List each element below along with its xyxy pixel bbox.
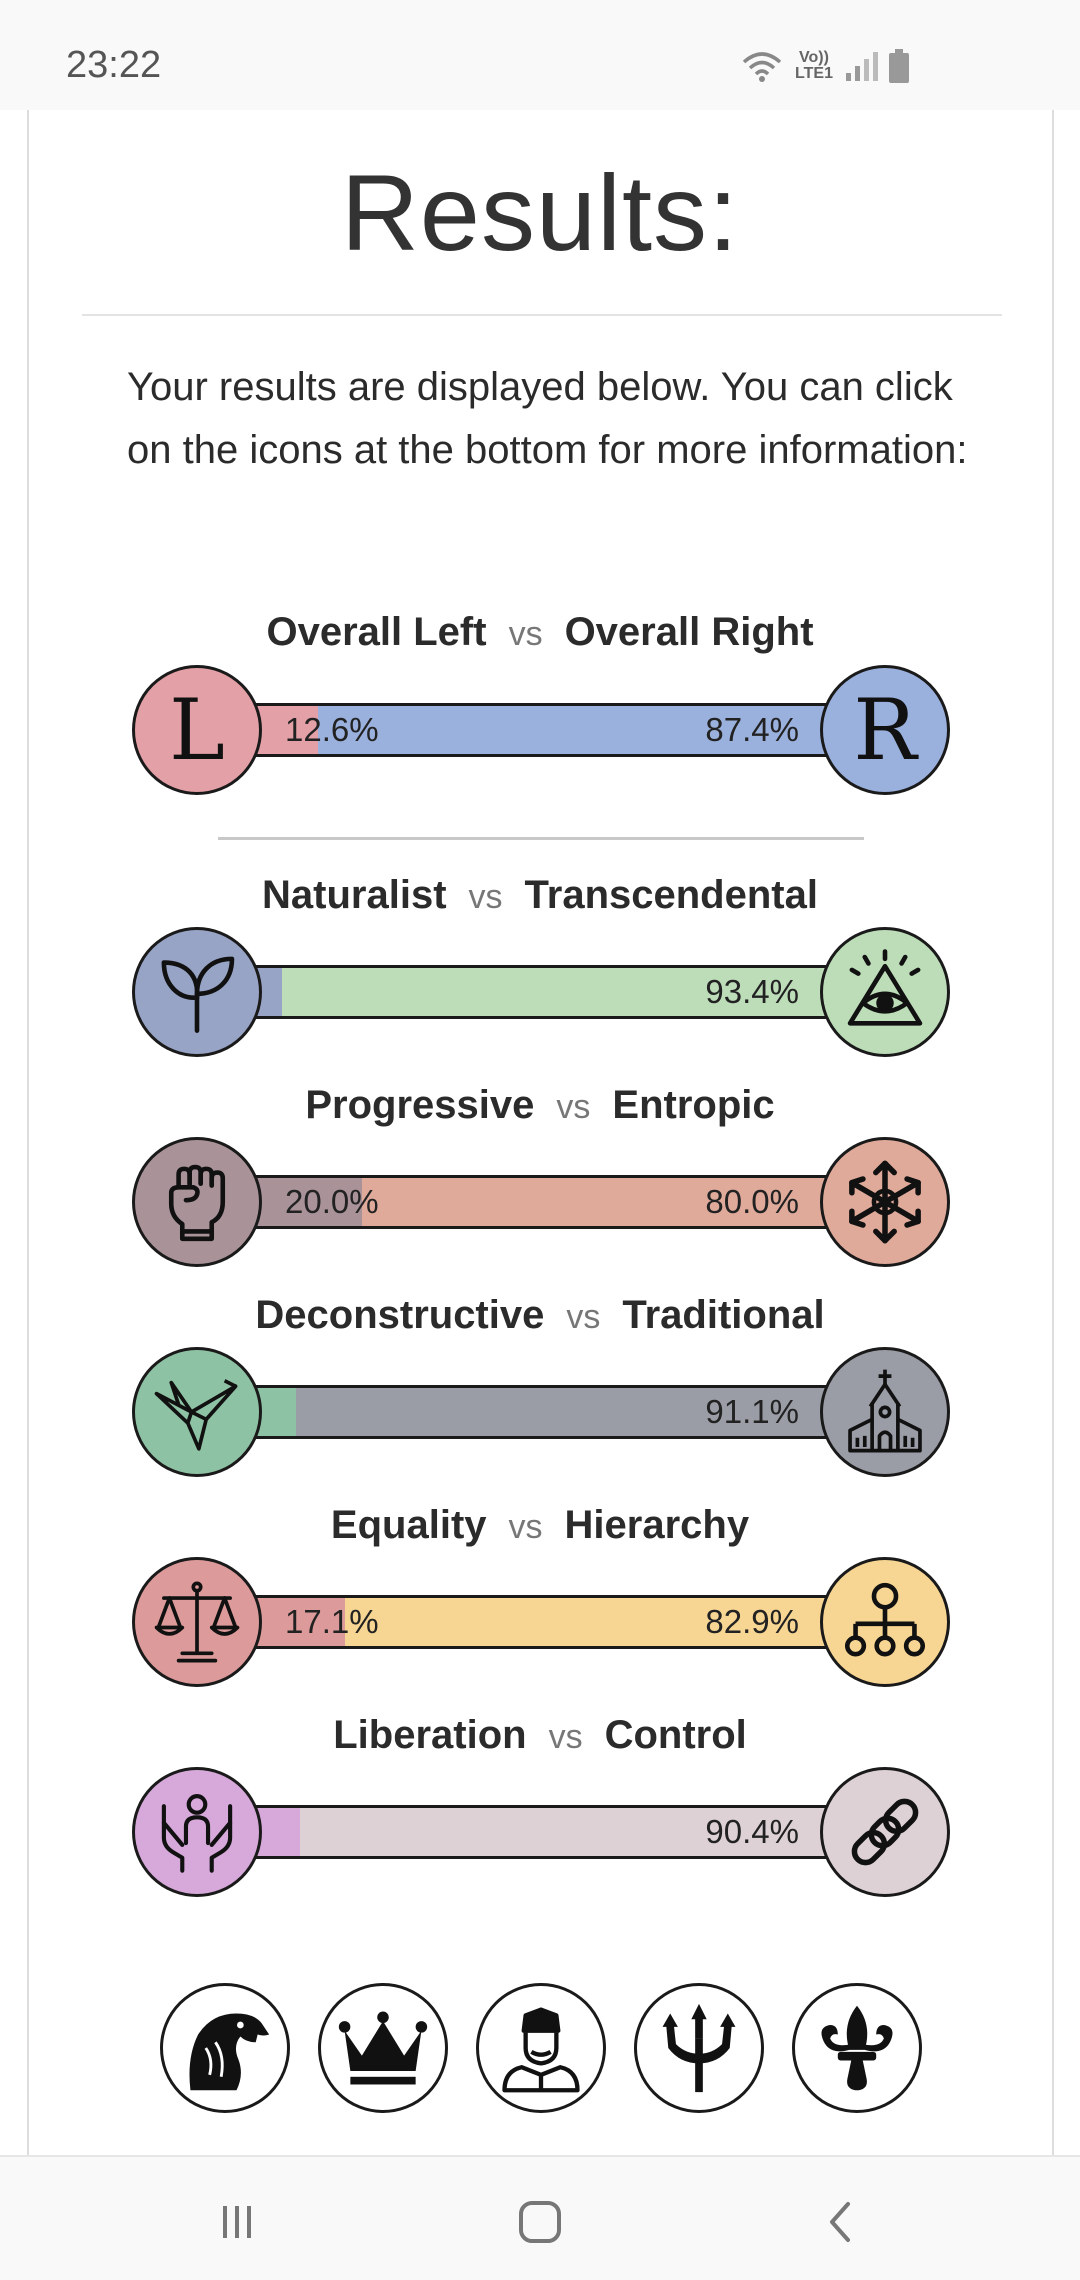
left-icon-circle[interactable] <box>132 927 262 1057</box>
signal-icon <box>846 52 878 81</box>
left-percent: 12.6% <box>285 711 379 748</box>
ideology-crown-button[interactable] <box>318 1983 448 2113</box>
lte-indicator: Vo)) LTE1 <box>795 49 833 82</box>
section-divider <box>218 837 864 840</box>
left-icon-circle[interactable] <box>132 1557 262 1687</box>
title-divider <box>82 314 1002 316</box>
axis-right-label: Control <box>604 1713 747 1757</box>
axis-right-label: Transcendental <box>524 873 818 917</box>
axis-right-label: Hierarchy <box>564 1503 750 1547</box>
axis-right-label: Overall Right <box>564 610 814 654</box>
right-fill <box>296 1388 839 1436</box>
right-percent: 82.9% <box>705 1603 799 1640</box>
right-percent: 87.4% <box>705 711 799 748</box>
axis-title-liberation: Liberation vs Control <box>0 1713 1080 1758</box>
eye-pyramid-icon <box>847 949 923 1026</box>
right-icon-circle[interactable]: R <box>820 665 950 795</box>
vs-label: vs <box>566 1298 601 1336</box>
right-icon-circle[interactable] <box>820 1347 950 1477</box>
hierarchy-icon <box>844 1582 926 1657</box>
fleur-de-lis-icon <box>821 2005 893 2091</box>
church-icon <box>848 1369 922 1453</box>
axis-left-label: Progressive <box>305 1083 535 1127</box>
chain-icon <box>851 1798 919 1866</box>
trident-icon <box>662 2003 736 2093</box>
left-icon-circle[interactable]: L <box>132 665 262 795</box>
vs-label: vs <box>468 878 503 916</box>
ideology-trident-button[interactable] <box>634 1983 764 2113</box>
status-icons: Vo)) LTE1 <box>740 46 910 86</box>
axis-left-label: Overall Left <box>266 610 487 654</box>
chaos-star-icon <box>849 1160 921 1244</box>
axis-title-naturalist: Naturalist vs Transcendental <box>0 873 1080 918</box>
page-title: Results: <box>340 152 740 273</box>
monarch-bust-icon <box>502 2007 580 2093</box>
axis-title-overall: Overall Left vs Overall Right <box>0 610 1080 655</box>
right-fill <box>344 1598 839 1646</box>
right-icon-circle[interactable] <box>820 1137 950 1267</box>
axis-left-label: Equality <box>330 1503 487 1547</box>
left-percent: 17.1% <box>285 1603 379 1640</box>
back-button[interactable] <box>802 2187 882 2257</box>
status-time: 23:22 <box>66 44 162 86</box>
origami-bird-icon <box>154 1379 238 1451</box>
axis-bar-overall: 12.6% 87.4% <box>240 703 842 757</box>
axis-bar-progressive: 20.0% 80.0% <box>240 1175 842 1229</box>
axis-left-label: Deconstructive <box>255 1293 545 1337</box>
axis-left-label: Liberation <box>333 1713 527 1757</box>
recent-apps-button[interactable] <box>197 2187 277 2257</box>
vs-label: vs <box>548 1718 583 1756</box>
left-icon-circle[interactable] <box>132 1347 262 1477</box>
battery-icon <box>889 49 909 83</box>
left-fill <box>243 1178 363 1226</box>
right-percent: 91.1% <box>705 1393 799 1430</box>
vs-label: vs <box>508 1508 543 1546</box>
axis-right-label: Traditional <box>622 1293 825 1337</box>
letter-r-icon: R <box>853 681 917 779</box>
axis-title-equality: Equality vs Hierarchy <box>0 1503 1080 1548</box>
vs-label: vs <box>508 615 543 653</box>
ideology-eagle-button[interactable] <box>160 1983 290 2113</box>
raised-hands-icon <box>161 1794 233 1873</box>
status-bar: 23:22 Vo)) LTE1 <box>0 0 1080 110</box>
eagle-icon <box>189 2013 270 2091</box>
letter-l-icon: L <box>169 681 225 779</box>
scales-icon <box>154 1581 240 1663</box>
axis-title-deconstructive: Deconstructive vs Traditional <box>0 1293 1080 1338</box>
right-icon-circle[interactable] <box>820 927 950 1057</box>
axis-bar-naturalist: 93.4% <box>240 965 842 1019</box>
back-icon <box>830 2202 850 2242</box>
vs-label: vs <box>556 1088 591 1126</box>
right-fill <box>300 1808 839 1856</box>
ideology-monarch-button[interactable] <box>476 1983 606 2113</box>
right-fill <box>282 968 839 1016</box>
right-icon-circle[interactable] <box>820 1557 950 1687</box>
left-icon-circle[interactable] <box>132 1137 262 1267</box>
right-fill <box>318 706 839 754</box>
right-percent: 93.4% <box>705 973 799 1010</box>
wifi-icon <box>742 52 782 82</box>
ideology-fleur-button[interactable] <box>792 1983 922 2113</box>
axis-left-label: Naturalist <box>262 873 447 917</box>
intro-text: Your results are displayed below. You ca… <box>127 365 968 472</box>
right-fill <box>362 1178 839 1226</box>
axis-bar-liberation: 90.4% <box>240 1805 842 1859</box>
left-icon-circle[interactable] <box>132 1767 262 1897</box>
navigation-bar <box>0 2155 1080 2280</box>
home-icon <box>519 2201 561 2243</box>
axis-bar-deconstructive: 91.1% <box>240 1385 842 1439</box>
right-icon-circle[interactable] <box>820 1767 950 1897</box>
right-percent: 80.0% <box>705 1183 799 1220</box>
sprout-icon <box>161 956 235 1033</box>
axis-title-progressive: Progressive vs Entropic <box>0 1083 1080 1128</box>
left-percent: 20.0% <box>285 1183 379 1220</box>
right-percent: 90.4% <box>705 1813 799 1850</box>
axis-right-label: Entropic <box>612 1083 775 1127</box>
recent-apps-icon <box>223 2206 251 2238</box>
crown-icon <box>338 2011 428 2085</box>
fist-icon <box>168 1164 226 1242</box>
axis-bar-equality: 17.1% 82.9% <box>240 1595 842 1649</box>
home-button[interactable] <box>500 2187 580 2257</box>
